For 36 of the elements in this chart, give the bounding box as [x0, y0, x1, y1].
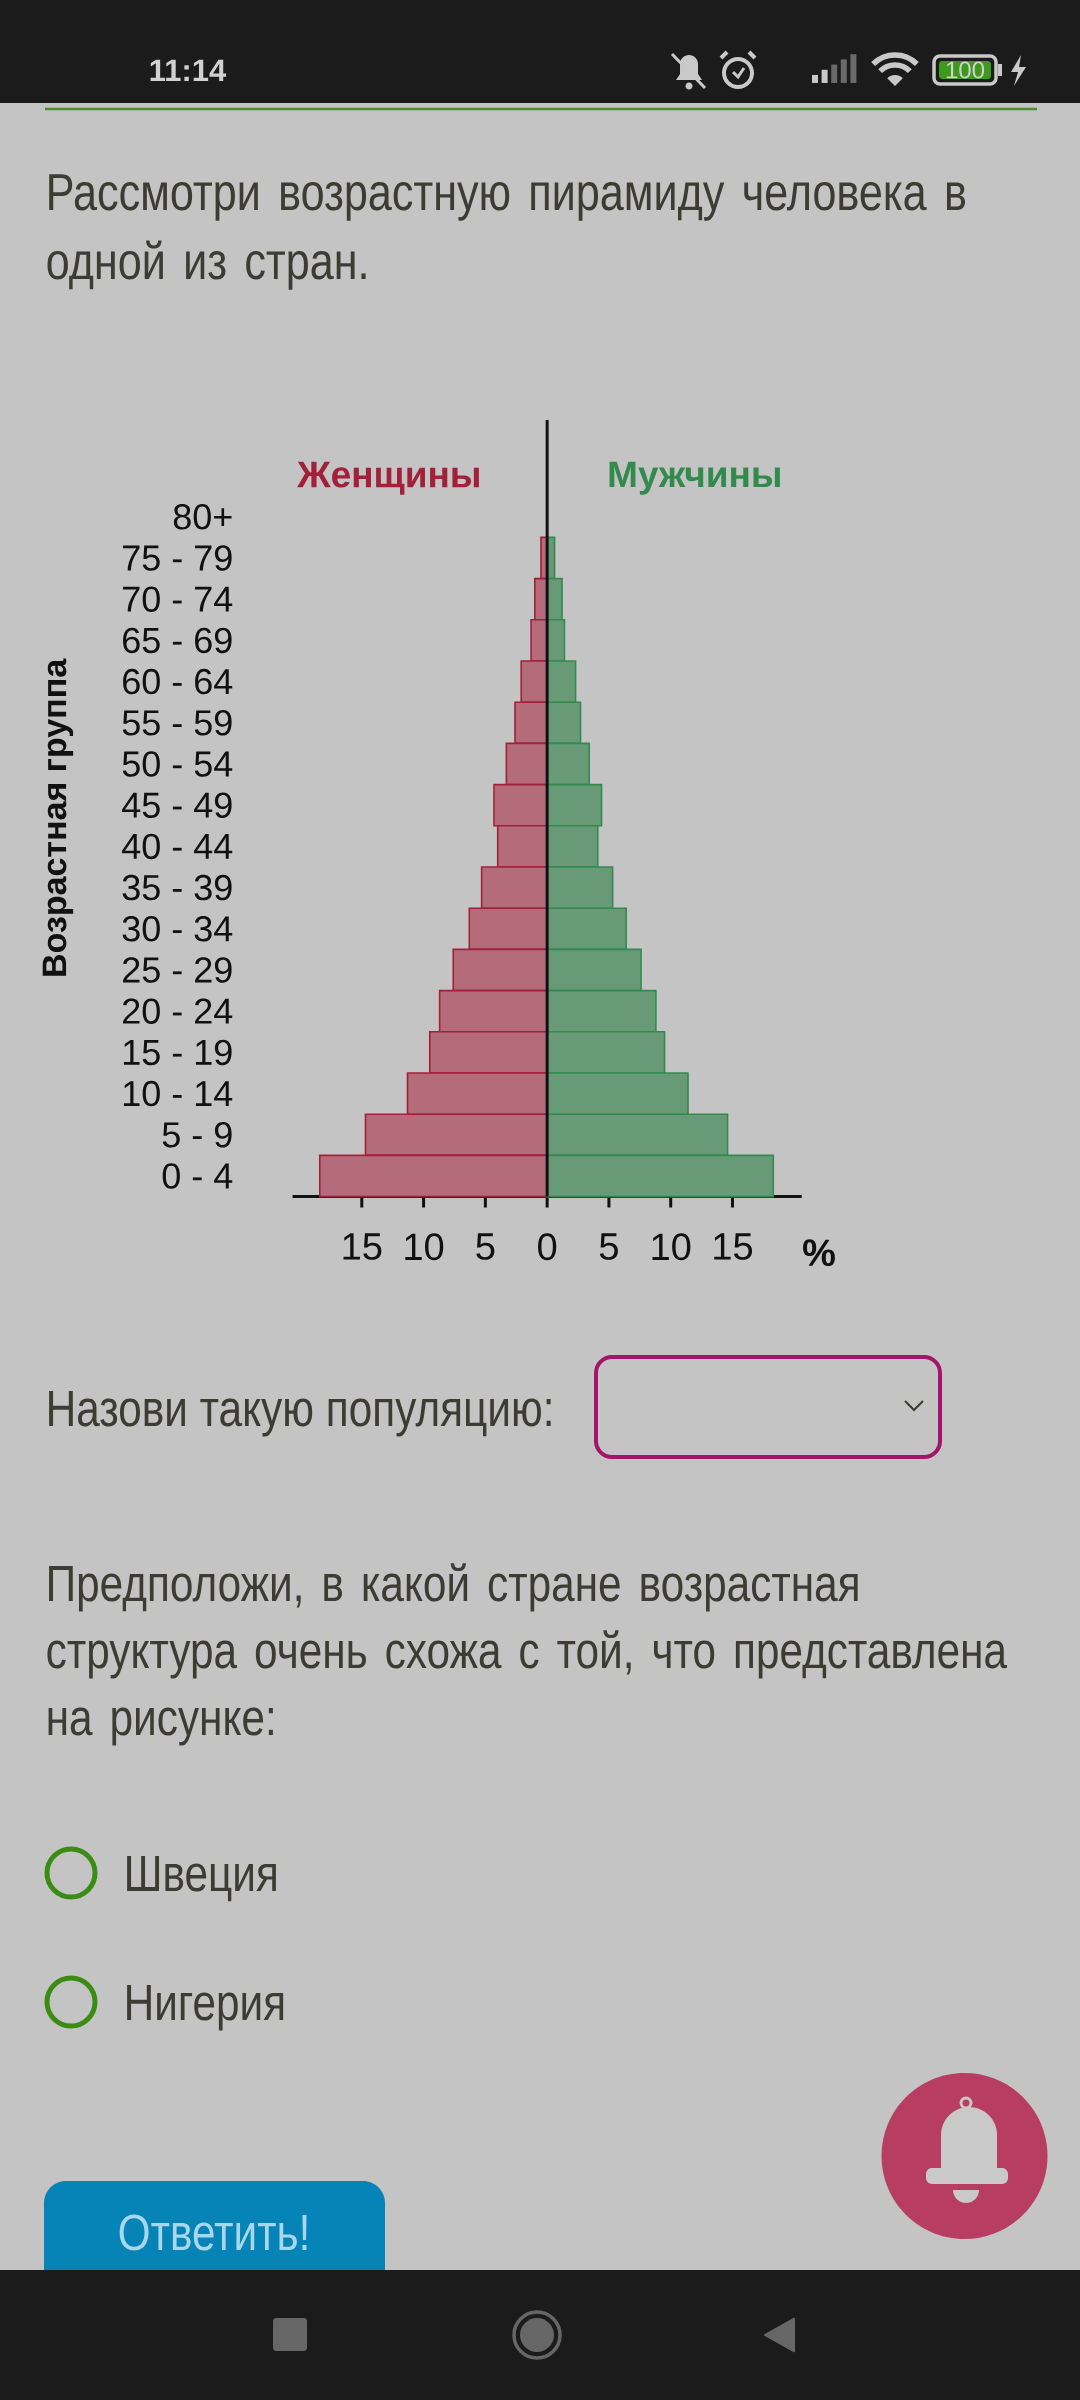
text: 11:14 [150, 59, 227, 81]
text: Предположи, в какой стране возрастная структура очень схожа с той, что представлена на рисунке: [47, 1563, 1008, 1746]
y-tick-label: 30 - 34 [122, 916, 233, 942]
x-tick-label: 10 [405, 1233, 444, 1261]
y-tick-label: 0 - 4 [162, 1163, 233, 1189]
x-tick-label: 5 [599, 1233, 618, 1260]
x-tick-label: 0 [538, 1233, 557, 1261]
text: Женщины [297, 461, 479, 495]
y-tick-label: 80+ [173, 504, 232, 530]
chart-title: Рассмотри возрастную пирамиду человека в одной из стран. [47, 174, 966, 290]
x-axis-title: % [803, 1239, 835, 1267]
y-tick-label: 45 - 49 [122, 792, 232, 818]
y-tick-label: 15 - 19 [123, 1039, 232, 1066]
text: Швеция [127, 1855, 276, 1902]
y-tick-label: 60 - 64 [123, 668, 233, 695]
y-tick-label: 25 - 29 [123, 957, 232, 983]
x-tick-label: 15 [714, 1233, 753, 1260]
x-tick-label: 10 [652, 1233, 691, 1261]
y-tick-label: 50 - 54 [122, 751, 233, 777]
text: Нигерия [127, 1984, 284, 2031]
y-tick-label: 5 - 9 [162, 1122, 232, 1148]
y-tick-label: 70 - 74 [123, 586, 233, 612]
y-tick-label: 55 - 59 [122, 710, 232, 736]
x-tick-label: 15 [343, 1233, 382, 1260]
y-tick-label: 20 - 24 [123, 998, 233, 1024]
y-tick-label: 40 - 44 [122, 833, 233, 860]
text: 100 [946, 61, 985, 79]
y-tick-label: 65 - 69 [123, 627, 232, 654]
y-tick-label: 35 - 39 [122, 874, 232, 901]
y-tick-label: 75 - 79 [123, 545, 232, 571]
text: Ответить! [119, 2214, 307, 2251]
x-tick-label: 5 [476, 1233, 495, 1260]
y-tick-label: 10 - 14 [123, 1080, 233, 1107]
y-axis-title: Возрастная группа [42, 658, 74, 976]
text: Назови такую популяцию: [49, 1390, 551, 1437]
series-label: Мужчины [609, 461, 780, 495]
